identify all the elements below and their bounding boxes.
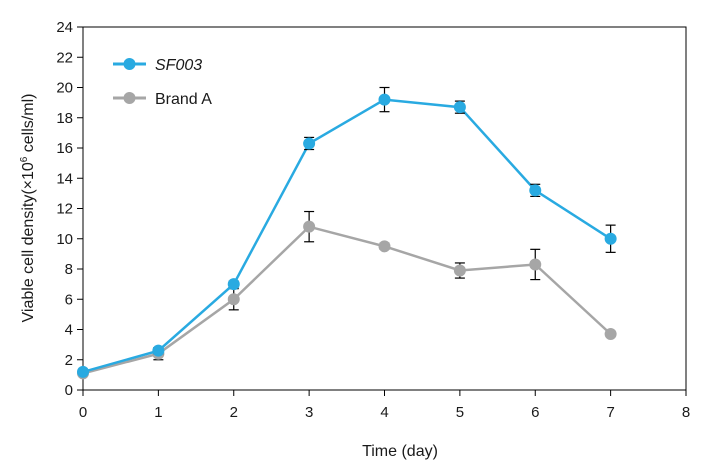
data-point-brand-a	[303, 220, 316, 233]
data-point-sf003	[529, 184, 542, 197]
data-point-sf003	[152, 344, 165, 357]
data-point-brand-a	[378, 240, 391, 253]
y-tick-label: 8	[65, 261, 73, 278]
legend-item-brand-a: Brand A	[113, 91, 212, 108]
y-tick-label: 22	[56, 49, 73, 66]
plot-area-frame	[82, 26, 687, 391]
y-axis-title: Viable cell density(×106 cells/ml)	[19, 94, 37, 323]
y-tick-label: 14	[56, 170, 73, 187]
x-tick-label: 8	[682, 404, 690, 421]
data-point-brand-a	[227, 293, 240, 306]
data-point-brand-a	[604, 328, 617, 341]
x-tick-label: 0	[79, 404, 87, 421]
x-tick-label: 3	[305, 404, 313, 421]
y-tick-label: 16	[56, 140, 73, 157]
legend-item-sf003: SF003	[113, 57, 202, 74]
series-line-sf003	[82, 98, 612, 374]
y-tick-label: 2	[65, 352, 73, 369]
series-line-brand-a	[82, 225, 612, 375]
x-axis-ticks: 0 1 2 3 4 5 6 7 8	[79, 390, 690, 421]
y-tick-label: 10	[56, 231, 73, 248]
y-axis-title-main: Viable cell density(×10	[20, 162, 37, 322]
data-point-sf003	[303, 137, 316, 150]
data-point-sf003	[378, 93, 391, 106]
series-layer	[77, 86, 617, 380]
y-tick-label: 4	[65, 322, 73, 339]
x-tick-label: 6	[531, 404, 539, 421]
x-tick-label: 5	[456, 404, 464, 421]
data-point-brand-a	[529, 258, 542, 271]
legend-swatch-marker-brand-a	[123, 92, 136, 104]
data-point-sf003	[453, 101, 466, 114]
y-tick-label: 0	[65, 382, 73, 399]
legend: SF003 Brand A	[113, 57, 212, 108]
y-tick-label: 6	[65, 291, 73, 308]
x-tick-label: 7	[606, 404, 614, 421]
data-point-sf003	[227, 278, 240, 291]
data-point-brand-a	[453, 264, 466, 277]
data-point-sf003	[77, 365, 89, 378]
x-axis-title: Time (day)	[362, 443, 438, 460]
y-tick-label: 24	[56, 19, 73, 36]
legend-label-brand-a: Brand A	[155, 91, 212, 108]
y-tick-label: 20	[56, 80, 73, 97]
x-tick-label: 4	[380, 404, 388, 421]
y-tick-label: 12	[56, 201, 73, 218]
y-tick-label: 18	[56, 110, 73, 127]
y-axis-title-unit: cells/ml)	[20, 94, 37, 157]
legend-label-sf003: SF003	[155, 57, 202, 74]
series-sf003	[77, 86, 617, 378]
y-axis-title-exponent: 6	[19, 156, 30, 162]
x-tick-label: 2	[230, 404, 238, 421]
legend-swatch-marker-sf003	[123, 58, 136, 70]
x-tick-label: 1	[154, 404, 162, 421]
data-point-sf003	[604, 232, 617, 245]
